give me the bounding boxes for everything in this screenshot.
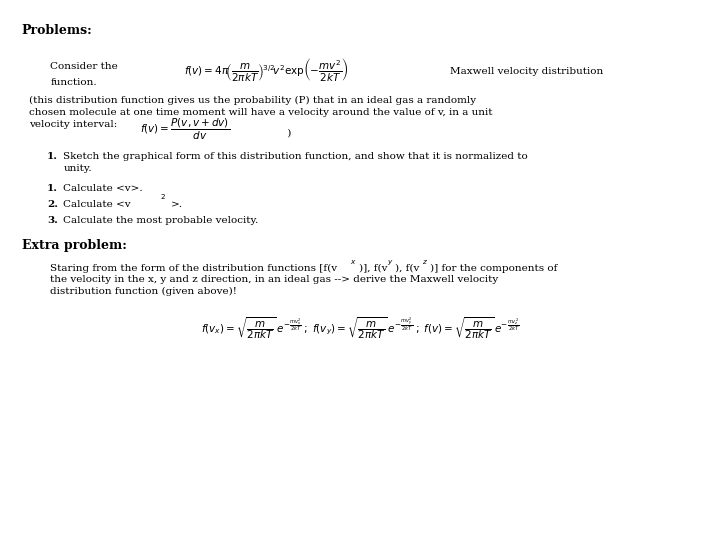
Text: $_{x}$: $_{x}$ — [350, 258, 356, 267]
Text: $_{z}$: $_{z}$ — [422, 258, 428, 267]
Text: ), f(v: ), f(v — [395, 264, 419, 273]
Text: Calculate <v: Calculate <v — [63, 200, 131, 209]
Text: $^2$: $^2$ — [160, 194, 166, 204]
Text: Extra problem:: Extra problem: — [22, 239, 127, 252]
Text: Staring from the form of the distribution functions [f(v: Staring from the form of the distributio… — [50, 264, 338, 273]
Text: 2.: 2. — [47, 200, 58, 209]
Text: unity.: unity. — [63, 164, 92, 173]
Text: $_{y}$: $_{y}$ — [387, 258, 393, 267]
Text: Consider the: Consider the — [50, 62, 118, 71]
Text: function.: function. — [50, 78, 97, 87]
Text: distribution function (given above)!: distribution function (given above)! — [50, 287, 238, 296]
Text: )], f(v: )], f(v — [359, 264, 387, 273]
Text: chosen molecule at one time moment will have a velocity around the value of v, i: chosen molecule at one time moment will … — [29, 108, 492, 117]
Text: Calculate the most probable velocity.: Calculate the most probable velocity. — [63, 216, 258, 225]
Text: Maxwell velocity distribution: Maxwell velocity distribution — [450, 68, 603, 77]
Text: ): ) — [284, 129, 292, 138]
Text: velocity interval:: velocity interval: — [29, 120, 117, 129]
Text: Calculate <v>.: Calculate <v>. — [63, 184, 143, 193]
Text: 1.: 1. — [47, 152, 58, 161]
Text: $f(v)=4\pi\!\left(\dfrac{m}{2\pi kT}\right)^{\!3/2}\!v^2\exp\!\left(-\dfrac{mv^2: $f(v)=4\pi\!\left(\dfrac{m}{2\pi kT}\rig… — [184, 56, 348, 83]
Text: the velocity in the x, y and z direction, in an ideal gas --> derive the Maxwell: the velocity in the x, y and z direction… — [50, 275, 499, 285]
Text: Problems:: Problems: — [22, 24, 92, 37]
Text: $f(v_x)=\sqrt{\dfrac{m}{2\pi kT}}\,e^{-\frac{mv_x^2}{2kT}}\;;\; f(v_y)=\sqrt{\df: $f(v_x)=\sqrt{\dfrac{m}{2\pi kT}}\,e^{-\… — [201, 316, 519, 342]
Text: 3.: 3. — [47, 216, 58, 225]
Text: )] for the components of: )] for the components of — [430, 264, 557, 273]
Text: Sketch the graphical form of this distribution function, and show that it is nor: Sketch the graphical form of this distri… — [63, 152, 528, 161]
Text: 1.: 1. — [47, 184, 58, 193]
Text: >.: >. — [171, 200, 183, 209]
Text: (this distribution function gives us the probability (P) that in an ideal gas a : (this distribution function gives us the… — [29, 96, 476, 105]
Text: $f(v)=\dfrac{P(v,v+dv)}{dv}$: $f(v)=\dfrac{P(v,v+dv)}{dv}$ — [140, 117, 230, 142]
